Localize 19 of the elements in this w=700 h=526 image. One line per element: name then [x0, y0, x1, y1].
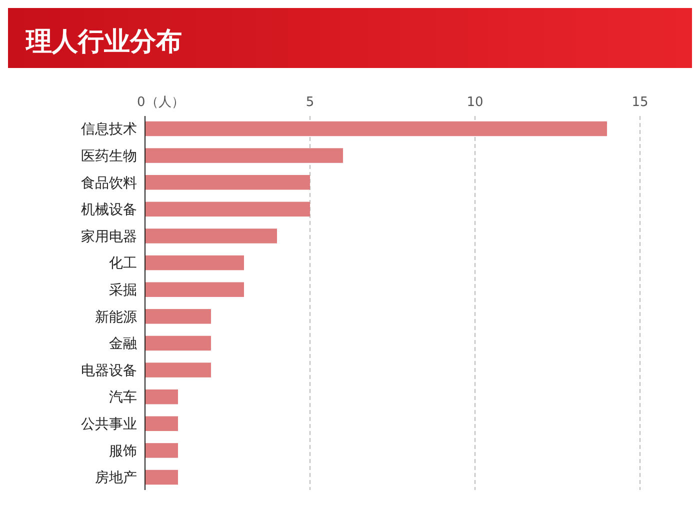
y-tick-label: 信息技术: [81, 122, 137, 138]
y-tick-label: 公共事业: [81, 416, 137, 433]
y-tick-label: 新能源: [95, 309, 137, 326]
y-tick-label: 食品饮料: [81, 175, 137, 192]
y-tick-label: 化工: [109, 256, 137, 272]
y-tick-label: 家用电器: [81, 228, 137, 245]
y-tick-label: 医药生物: [81, 148, 137, 164]
x-tick-label: 0（人）: [137, 95, 184, 110]
y-tick-label: 采掘: [109, 282, 137, 298]
y-tick-label: 电器设备: [81, 362, 137, 379]
x-tick-label: 10: [466, 95, 484, 110]
chart-title: 理人行业分布: [25, 27, 182, 57]
x-tick-label: 5: [306, 95, 314, 110]
y-tick-label: 机械设备: [81, 202, 137, 218]
y-tick-label: 汽车: [109, 390, 137, 406]
y-tick-label: 服饰: [109, 443, 137, 460]
x-tick-label: 15: [632, 95, 648, 110]
y-tick-label: 房地产: [95, 470, 137, 486]
y-tick-label: 金融: [109, 336, 137, 352]
